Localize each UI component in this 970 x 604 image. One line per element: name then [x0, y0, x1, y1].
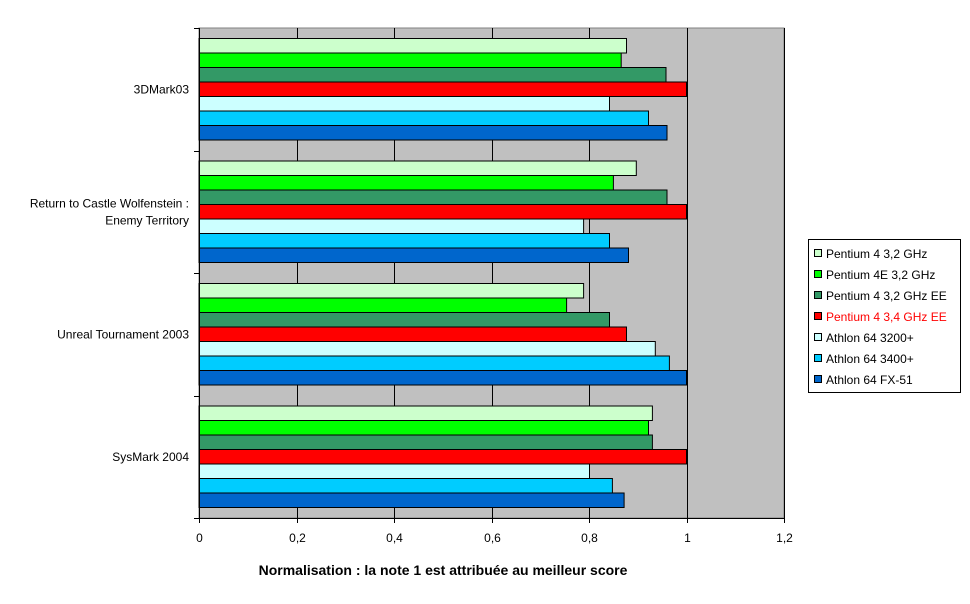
category-label: SysMark 2004: [112, 450, 189, 464]
bar: [198, 449, 687, 465]
legend-label: Athlon 64 FX-51: [826, 373, 913, 387]
bar: [198, 81, 687, 97]
legend-label: Athlon 64 3200+: [826, 331, 914, 345]
x-axis-title: Normalisation : la note 1 est attribuée …: [259, 562, 628, 578]
legend-swatch: [814, 312, 822, 320]
bar: [198, 67, 667, 83]
category-label: Unreal Tournament 2003: [57, 327, 189, 341]
bar: [198, 52, 622, 68]
bar: [198, 420, 649, 436]
legend-label: Pentium 4 3,2 GHz EE: [826, 289, 947, 303]
legend-label: Pentium 4 3,4 GHz EE: [826, 310, 947, 324]
legend: [808, 239, 961, 393]
x-tick-label: 0,2: [289, 531, 306, 545]
legend-swatch: [814, 270, 822, 278]
legend-swatch: [814, 291, 822, 299]
bar: [198, 492, 625, 508]
bar: [198, 326, 627, 342]
bar: [198, 355, 670, 371]
bar: [198, 160, 637, 176]
bar: [198, 175, 614, 191]
bar: [198, 233, 610, 249]
x-tick-label: 0,4: [386, 531, 403, 545]
legend-label: Athlon 64 3400+: [826, 352, 914, 366]
bar: [198, 247, 629, 263]
bar: [198, 96, 610, 112]
bar: [198, 370, 687, 386]
x-tick-label: 0: [196, 531, 203, 545]
x-tick-label: 1: [684, 531, 691, 545]
bar: [198, 297, 568, 313]
legend-label: Pentium 4 3,2 GHz: [826, 247, 927, 261]
legend-swatch: [814, 375, 822, 383]
x-tick-label: 1,2: [776, 531, 793, 545]
category-label: Enemy Territory: [105, 213, 189, 227]
category-label: Return to Castle Wolfenstein :: [30, 196, 189, 210]
bar: [198, 218, 585, 234]
bar: [198, 110, 649, 126]
x-tick-label: 0,6: [484, 531, 501, 545]
bar: [198, 125, 668, 141]
x-tick-label: 0,8: [581, 531, 598, 545]
bar: [198, 283, 585, 299]
bar: [198, 478, 613, 494]
bar: [198, 434, 653, 450]
bar: [198, 38, 627, 54]
bar: [198, 312, 610, 328]
legend-label: Pentium 4E 3,2 GHz: [826, 268, 935, 282]
category-label: 3DMark03: [134, 82, 190, 96]
bar: [198, 405, 653, 421]
legend-swatch: [814, 249, 822, 257]
bar: [198, 463, 590, 479]
bar: [198, 204, 687, 220]
bar: [198, 341, 656, 357]
legend-swatch: [814, 333, 822, 341]
legend-swatch: [814, 354, 822, 362]
bar: [198, 189, 668, 205]
